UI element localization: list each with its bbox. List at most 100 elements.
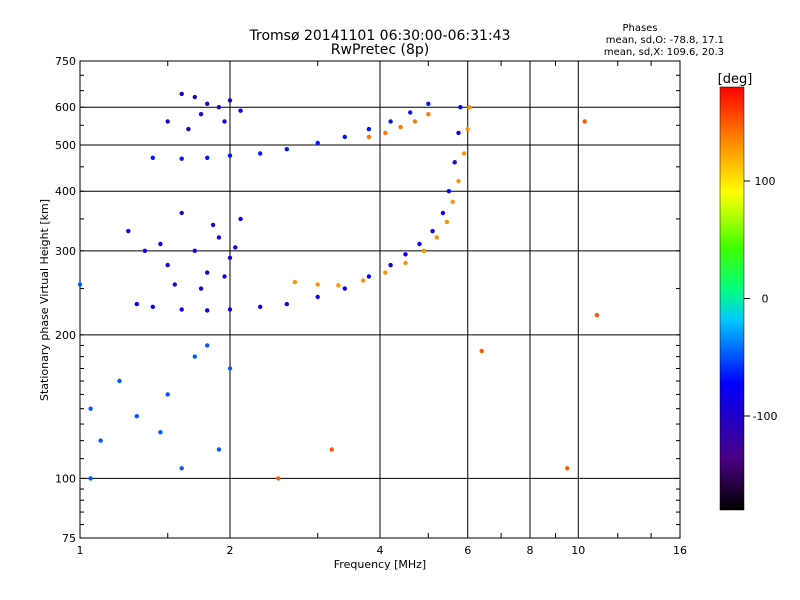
echo-point <box>315 294 320 300</box>
y-tick-label: 200 <box>55 329 76 342</box>
echo-point <box>238 108 243 113</box>
echo-point <box>198 112 204 117</box>
grid <box>80 61 680 538</box>
y-tick-label: 750 <box>55 55 76 68</box>
data-points <box>77 91 600 481</box>
echo-point <box>227 255 233 260</box>
echo-point <box>450 199 455 204</box>
echo-point <box>227 153 233 158</box>
echo-point <box>179 307 184 312</box>
echo-point <box>198 286 204 291</box>
echo-point <box>216 105 222 110</box>
echo-point <box>205 155 210 160</box>
echo-point <box>134 414 139 419</box>
echo-point <box>398 124 403 130</box>
echo-point <box>465 126 470 132</box>
y-tick-label: 75 <box>62 532 76 545</box>
echo-point <box>205 270 210 275</box>
echo-point <box>360 278 366 283</box>
echo-point <box>383 270 388 275</box>
echo-point <box>77 282 83 287</box>
echo-point <box>467 105 472 110</box>
echo-point <box>342 134 347 140</box>
y-tick-label: 100 <box>55 472 76 485</box>
echo-point <box>186 126 191 132</box>
echo-point <box>210 222 216 228</box>
x-tick-label: 2 <box>227 544 234 557</box>
echo-point <box>179 210 184 216</box>
echo-point <box>292 279 298 285</box>
y-tick-label: 600 <box>55 101 76 114</box>
echo-point <box>88 476 93 481</box>
echo-point <box>117 378 122 384</box>
echo-point <box>126 228 131 234</box>
echo-point <box>329 447 334 452</box>
echo-point <box>150 304 155 309</box>
colorbar-label: [deg] <box>718 72 753 87</box>
echo-point <box>412 119 418 124</box>
y-tick-labels: 75 100 200 300 400 500 600 750 <box>55 55 76 545</box>
echo-point <box>276 476 281 481</box>
echo-point <box>227 98 233 103</box>
echo-point <box>388 119 393 124</box>
y-tick-label: 500 <box>55 139 76 152</box>
colorbar <box>719 86 745 511</box>
echo-point <box>165 262 170 268</box>
echo-point <box>227 366 233 371</box>
chart-title: Tromsø 20141101 06:30:00-06:31:43 <box>249 28 511 44</box>
x-tick-labels: 1 2 4 6 8 10 16 <box>77 544 688 557</box>
echo-point <box>434 235 439 240</box>
echo-point <box>366 134 372 140</box>
echo-point <box>192 248 197 253</box>
echo-point <box>426 101 431 107</box>
echo-point <box>142 248 148 253</box>
echo-point <box>227 307 233 312</box>
echo-point <box>216 235 222 240</box>
echo-point <box>315 282 320 287</box>
echo-point <box>205 101 210 107</box>
echo-point <box>172 282 177 287</box>
chart-subtitle: RwPretec (8p) <box>331 42 429 58</box>
echo-point <box>150 155 155 160</box>
colorbar-ticks: 100 0 -100 <box>744 175 777 423</box>
echo-point <box>205 343 210 348</box>
echo-point <box>205 308 210 313</box>
echo-point <box>403 260 408 266</box>
echo-point <box>408 110 413 115</box>
y-tick-label: 300 <box>55 245 76 258</box>
echo-point <box>222 274 227 279</box>
x-tick-label: 8 <box>527 544 534 557</box>
echo-point <box>238 216 243 222</box>
echo-point <box>165 392 170 397</box>
x-axis-label: Frequency [MHz] <box>334 558 426 571</box>
echo-point <box>452 160 457 165</box>
echo-point <box>179 466 184 471</box>
echo-point <box>158 241 163 247</box>
echo-point <box>426 112 431 117</box>
echo-point <box>366 274 372 279</box>
y-axis-label: Stationary phase Virtual Height [km] <box>38 199 51 401</box>
echo-point <box>179 91 184 97</box>
x-tick-label: 16 <box>673 544 687 557</box>
echo-point <box>421 248 427 253</box>
echo-point <box>179 156 184 161</box>
stats-heading: Phases <box>622 23 657 34</box>
echo-point <box>383 130 388 136</box>
echo-point <box>582 119 587 124</box>
stats-o-mode: mean, sd,O: -78.8, 17.1 <box>606 35 724 46</box>
colorbar-tick-label: -100 <box>753 410 778 423</box>
echo-point <box>98 438 103 443</box>
echo-point <box>258 151 263 156</box>
echo-point <box>222 119 227 124</box>
x-tick-label: 4 <box>377 544 384 557</box>
echo-point <box>134 301 139 307</box>
echo-point <box>444 219 450 225</box>
echo-point <box>192 354 197 359</box>
echo-point <box>403 252 408 257</box>
stats-x-mode: mean, sd,X: 109.6, 20.3 <box>604 47 724 58</box>
echo-point <box>461 151 467 156</box>
echo-point <box>192 94 197 100</box>
echo-point <box>165 119 170 124</box>
echo-point <box>446 189 452 194</box>
